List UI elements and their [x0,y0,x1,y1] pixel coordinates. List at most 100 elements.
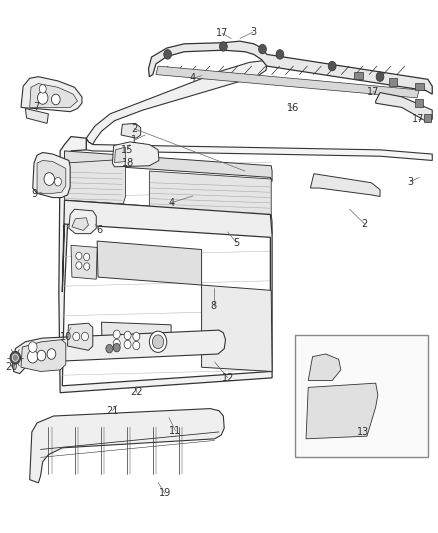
Polygon shape [148,41,432,94]
Polygon shape [86,61,267,144]
Circle shape [84,253,90,261]
Circle shape [37,350,46,361]
Polygon shape [113,142,159,167]
Circle shape [76,252,82,260]
Text: 6: 6 [96,225,102,236]
Polygon shape [21,340,66,372]
Text: 4: 4 [190,73,196,83]
Circle shape [73,332,80,341]
Text: 4: 4 [168,198,174,208]
Circle shape [39,85,46,93]
Circle shape [376,72,384,82]
Ellipse shape [112,257,121,265]
Text: 17: 17 [367,86,380,96]
Circle shape [47,349,56,359]
Text: 3: 3 [407,176,413,187]
Circle shape [76,262,82,269]
Circle shape [164,50,172,59]
Polygon shape [354,72,363,79]
Text: 17: 17 [412,114,424,124]
Polygon shape [69,209,96,233]
Polygon shape [97,241,201,285]
Polygon shape [201,285,272,372]
Polygon shape [25,109,48,123]
Text: 19: 19 [159,488,171,498]
Text: 13: 13 [357,427,369,437]
Polygon shape [64,159,125,204]
Polygon shape [306,383,378,439]
Text: 15: 15 [121,145,134,155]
Text: 8: 8 [211,301,217,311]
Circle shape [28,350,38,363]
Circle shape [113,339,120,348]
Circle shape [124,331,131,340]
Ellipse shape [223,302,241,317]
Ellipse shape [130,259,138,266]
Polygon shape [121,123,141,138]
Text: 2: 2 [362,219,368,229]
Circle shape [10,351,21,364]
Polygon shape [30,84,78,108]
Polygon shape [115,147,125,163]
Text: 11: 11 [170,426,182,436]
Polygon shape [149,171,271,219]
Polygon shape [67,323,93,350]
Circle shape [276,50,284,59]
Polygon shape [21,77,82,112]
Text: 16: 16 [287,103,299,114]
Circle shape [106,344,113,353]
Circle shape [28,342,37,352]
Circle shape [84,263,90,270]
Text: 7: 7 [33,102,39,112]
Polygon shape [424,114,431,122]
Text: 18: 18 [121,158,134,168]
Text: 17: 17 [216,28,228,38]
Polygon shape [308,354,341,381]
Polygon shape [37,160,66,193]
Polygon shape [71,245,97,279]
Circle shape [113,330,120,338]
Ellipse shape [235,326,251,340]
Text: 9: 9 [31,189,37,199]
Text: 5: 5 [233,238,240,248]
Text: 20: 20 [5,362,17,372]
Ellipse shape [148,260,155,266]
Polygon shape [64,200,272,235]
Polygon shape [64,151,272,182]
Text: 21: 21 [106,406,119,416]
Polygon shape [59,136,272,393]
Circle shape [328,61,336,71]
Polygon shape [102,322,171,356]
Circle shape [258,44,266,54]
Polygon shape [30,409,224,483]
Circle shape [38,92,48,104]
Ellipse shape [232,345,246,357]
Circle shape [81,332,88,341]
Text: 10: 10 [60,332,72,342]
Polygon shape [156,66,419,98]
Circle shape [219,42,227,51]
Circle shape [124,340,131,349]
Polygon shape [311,174,380,197]
Circle shape [113,343,120,352]
Circle shape [133,341,140,350]
Circle shape [12,354,18,361]
Circle shape [54,177,61,186]
Circle shape [133,332,140,341]
FancyBboxPatch shape [295,335,428,457]
Polygon shape [33,152,70,198]
Polygon shape [415,99,423,108]
Polygon shape [86,138,432,160]
Text: 22: 22 [130,387,142,397]
Text: 12: 12 [222,373,234,383]
Text: 1: 1 [131,135,137,146]
Polygon shape [389,78,397,86]
Polygon shape [72,217,88,230]
Polygon shape [376,93,432,122]
Circle shape [149,331,167,352]
Circle shape [152,335,164,349]
Polygon shape [415,83,424,90]
Polygon shape [62,200,272,372]
Circle shape [51,94,60,105]
Text: 2: 2 [131,124,137,134]
